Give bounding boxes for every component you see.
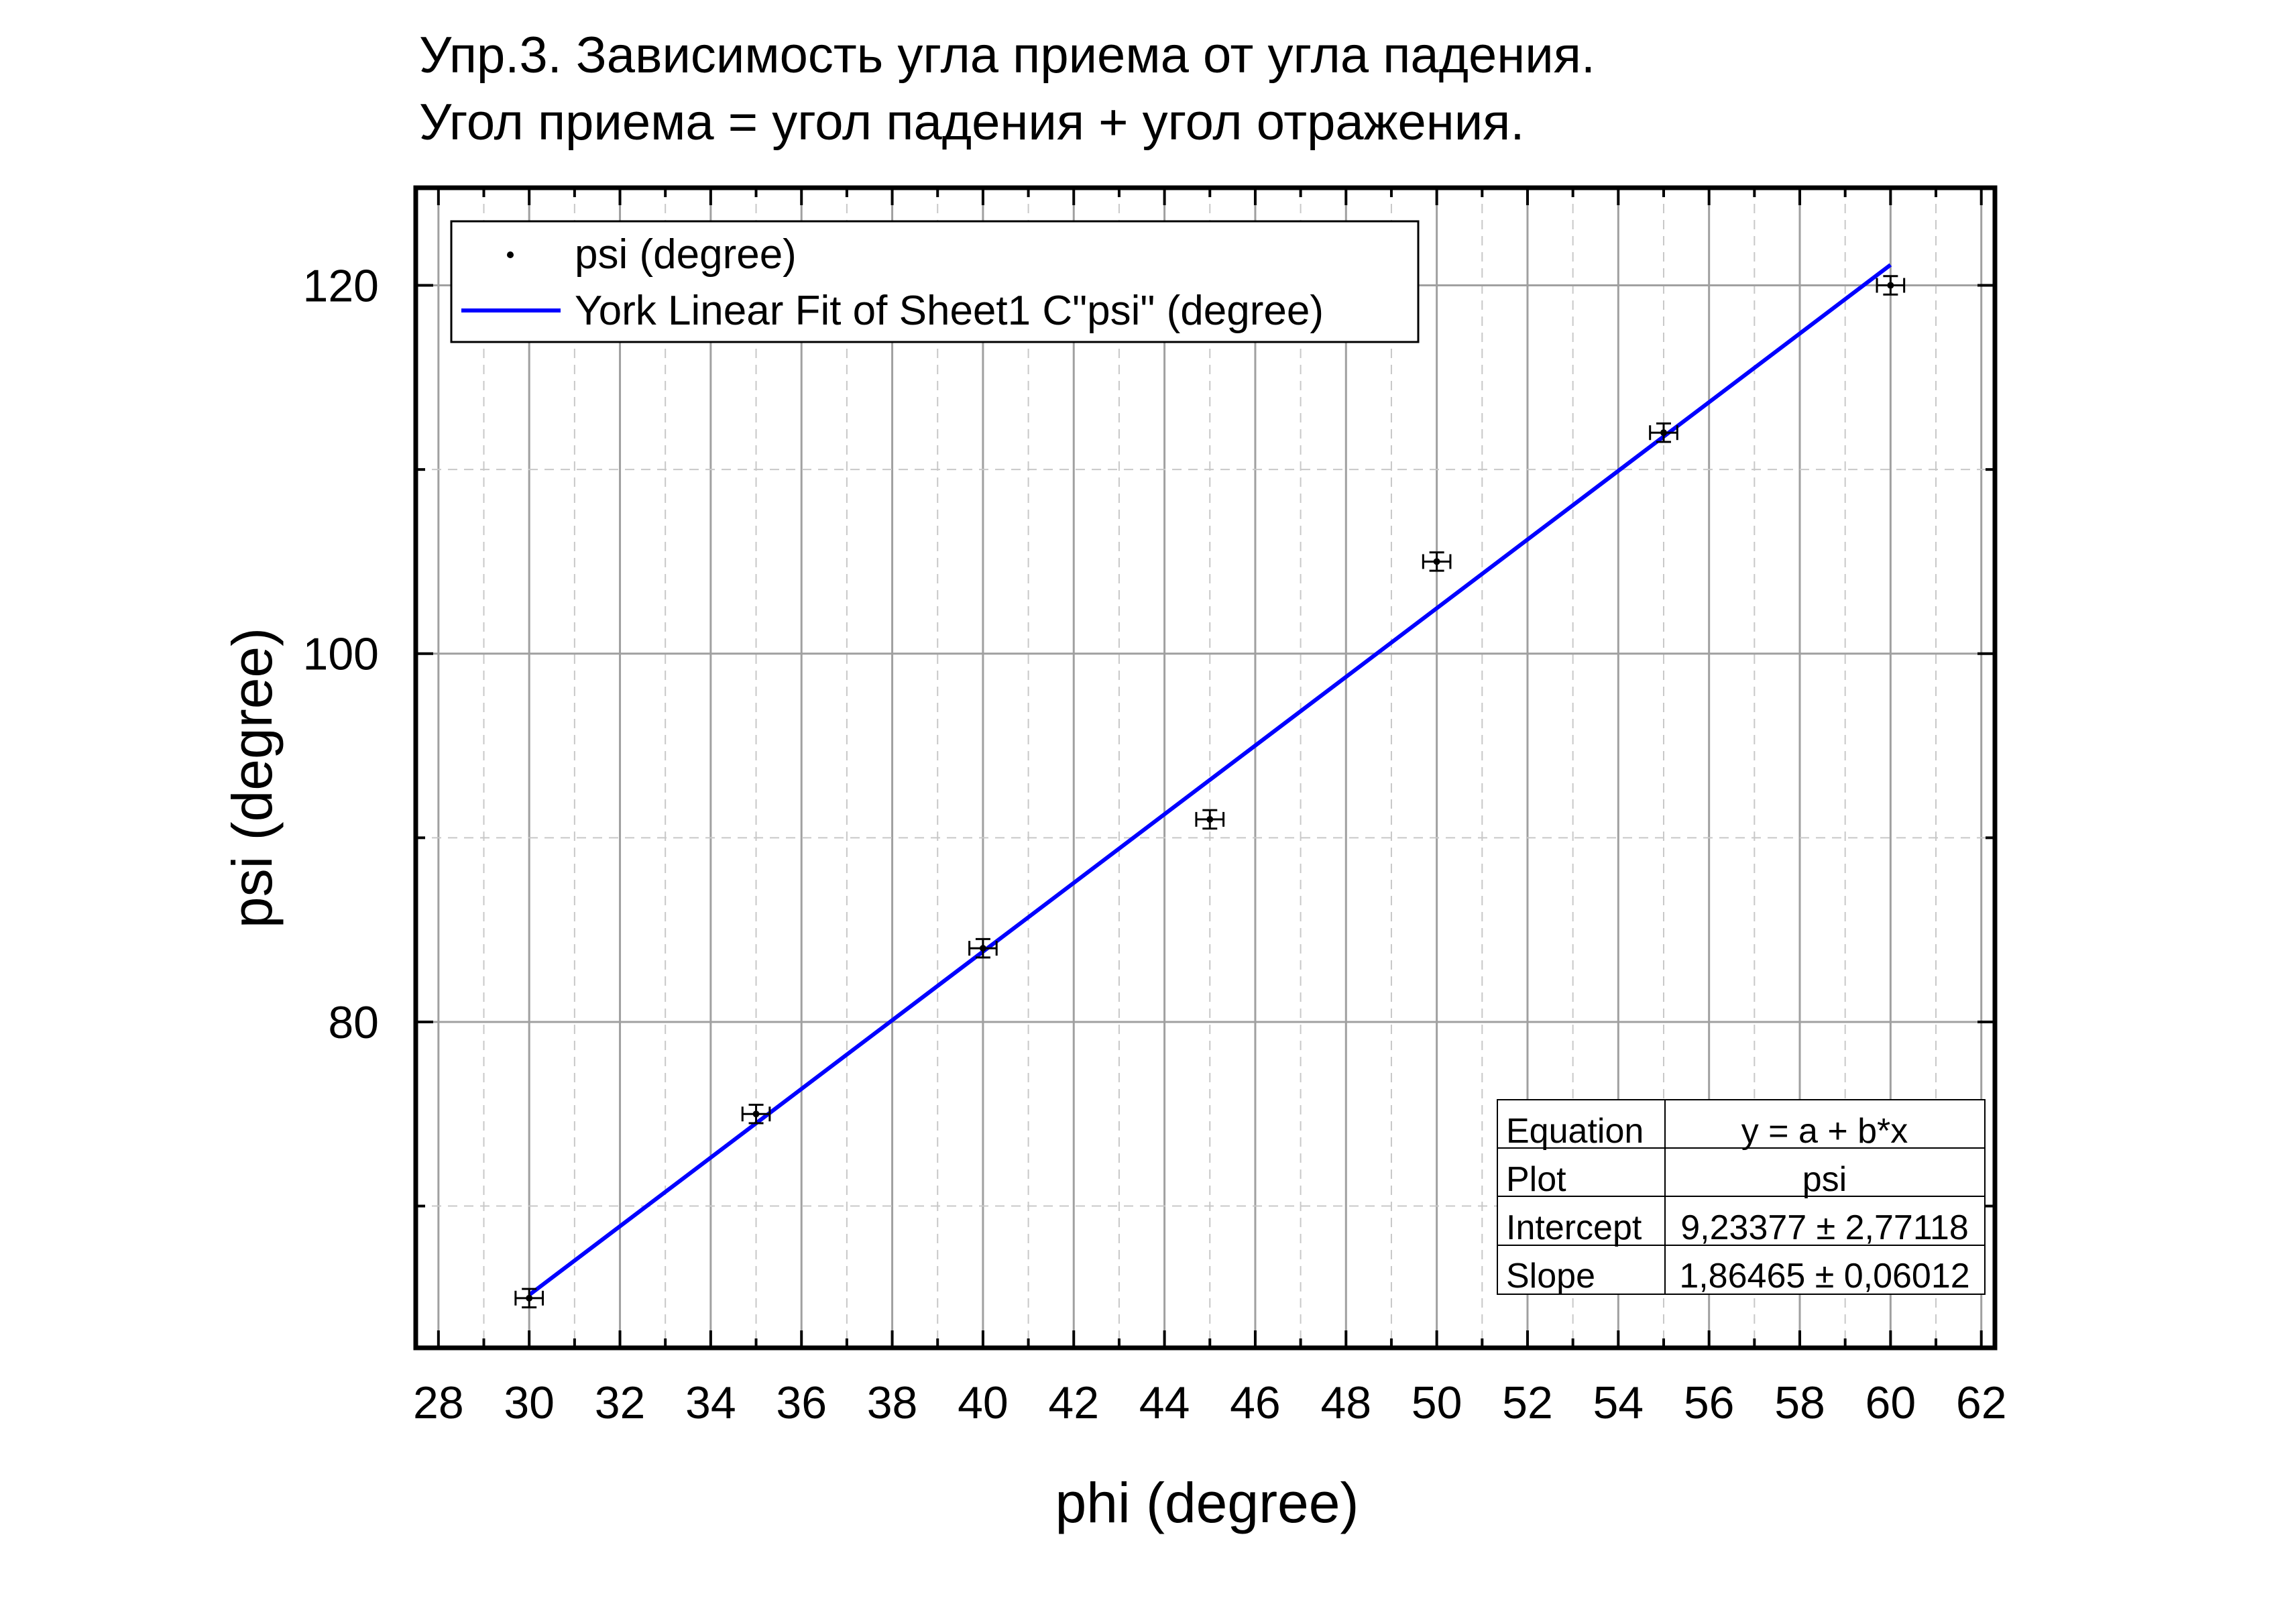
fit-table-value: y = a + b*x	[1741, 1112, 1908, 1151]
fit-table-value: psi	[1802, 1160, 1847, 1199]
x-tick-label: 42	[1048, 1377, 1099, 1428]
y-tick-label: 100	[303, 629, 379, 680]
legend-box	[450, 220, 1420, 343]
x-axis-label: phi (degree)	[1055, 1471, 1359, 1534]
fit-table-value: 9,23377 ± 2,77118	[1680, 1208, 1969, 1247]
data-points-layer	[514, 275, 1906, 1309]
x-tick-label: 46	[1230, 1377, 1281, 1428]
x-tick-label: 36	[776, 1377, 827, 1428]
fit-table-label: Intercept	[1506, 1208, 1642, 1247]
x-tick-label: 32	[595, 1377, 646, 1428]
data-point-marker	[752, 1110, 760, 1118]
y-tick-label: 120	[303, 261, 379, 312]
x-tick-label: 56	[1684, 1377, 1735, 1428]
x-tick-label: 50	[1412, 1377, 1462, 1428]
data-point	[968, 937, 998, 959]
data-point-marker	[979, 945, 986, 952]
x-tick-label: 60	[1866, 1377, 1916, 1428]
y-tick-label: 80	[328, 997, 379, 1048]
data-point-marker	[1660, 429, 1667, 437]
data-point-marker	[1887, 282, 1894, 289]
data-point-marker	[1433, 558, 1440, 565]
x-tick-label: 44	[1139, 1377, 1190, 1428]
data-point-marker	[1206, 815, 1214, 823]
legend-label-fit: York Linear Fit of Sheet1 C"psi" (degree…	[575, 288, 1324, 334]
x-tick-label: 48	[1320, 1377, 1371, 1428]
data-point	[741, 1104, 771, 1125]
plot-frame	[413, 185, 1998, 1351]
x-tick-label: 38	[867, 1377, 918, 1428]
chart-title: Упр.3. Зависимость угла приема от угла п…	[419, 27, 1595, 84]
x-tick-label: 62	[1956, 1377, 2007, 1428]
y-axis-label: psi (degree)	[221, 628, 284, 928]
fit-table-value: 1,86465 ± 0,06012	[1679, 1257, 1969, 1296]
x-tick-label: 34	[685, 1377, 736, 1428]
data-point	[1195, 809, 1225, 830]
x-tick-label: 52	[1502, 1377, 1553, 1428]
data-point-marker	[526, 1294, 533, 1302]
fit-table-label: Equation	[1506, 1112, 1644, 1151]
data-point	[1876, 275, 1906, 296]
legend-label-points: psi (degree)	[575, 231, 797, 278]
x-tick-label: 30	[504, 1377, 555, 1428]
x-tick-label: 40	[958, 1377, 1009, 1428]
legend-point-marker	[507, 251, 514, 258]
fit-results-table: Equation y = a + b*x Plot psi Intercept …	[1497, 1099, 1986, 1296]
x-tick-label: 54	[1593, 1377, 1644, 1428]
x-tick-label: 28	[413, 1377, 464, 1428]
axis-ticks: 28 30 32 34 36 38 40 42 44 46 48 50 52 54 56 58 60 62 80 10…	[303, 188, 2007, 1428]
data-point	[1422, 551, 1452, 572]
data-point	[1649, 422, 1678, 443]
fit-table-label: Slope	[1506, 1257, 1595, 1296]
data-point	[514, 1287, 544, 1309]
chart-subtitle: Угол приема = угол падения + угол отраже…	[419, 94, 1524, 151]
fit-table-label: Plot	[1506, 1160, 1566, 1199]
x-tick-label: 58	[1774, 1377, 1825, 1428]
legend: psi (degree) York Linear Fit of Sheet1 C…	[450, 220, 1420, 343]
